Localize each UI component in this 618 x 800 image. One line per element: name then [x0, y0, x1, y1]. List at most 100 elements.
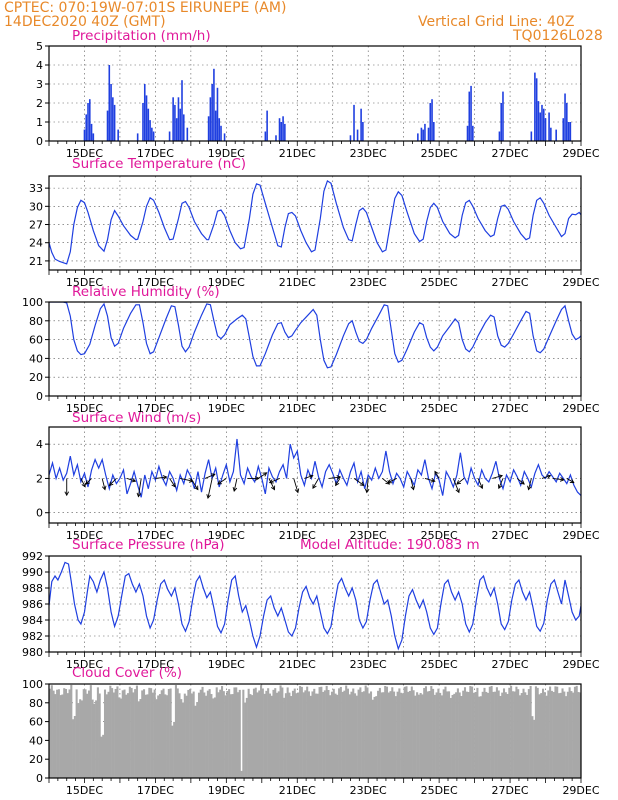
precip-bar	[564, 93, 566, 141]
wind-arrow-head	[308, 474, 314, 479]
cloud-bar	[465, 691, 468, 778]
cloud-bar	[407, 691, 410, 778]
cloud-ytick-label: 100	[22, 678, 43, 691]
cloud-bar	[254, 687, 257, 778]
precip-bar	[83, 129, 86, 141]
cloud-bar	[238, 689, 241, 778]
cloud-bar	[460, 696, 463, 778]
cloud-title: Cloud Cover (%)	[72, 665, 182, 681]
temp-date-label: 23DEC	[350, 276, 387, 289]
wind-arrow-shaft	[382, 478, 390, 485]
wind-arrow-shaft	[477, 478, 483, 489]
cloud-bar	[552, 691, 555, 778]
pres-date-label: 15DEC	[66, 658, 103, 671]
cloud-bar	[426, 691, 429, 778]
rh-ytick-label: 0	[36, 390, 43, 403]
precip-bar	[569, 122, 572, 141]
cloud-bar	[490, 685, 493, 778]
cloud-bar	[348, 694, 351, 778]
cloud-bar	[345, 685, 348, 778]
cloud-bar	[265, 690, 268, 778]
cloud-bar	[212, 698, 215, 778]
cloud-bar	[91, 699, 94, 778]
cloud-bar	[52, 690, 55, 778]
temp-series	[49, 179, 581, 265]
precip-bar	[152, 131, 155, 141]
rh-ytick-label: 80	[29, 315, 43, 328]
wind-arrow-head	[546, 474, 552, 479]
precip-bar	[468, 91, 471, 141]
wind-arrow-head	[456, 480, 461, 485]
cloud-bar	[563, 691, 566, 778]
cloud-bar	[533, 719, 536, 778]
cloud-bar	[368, 693, 371, 778]
wind-arrow-head	[81, 482, 86, 488]
temp-ytick-label: 33	[29, 182, 43, 195]
cloud-bar	[350, 691, 353, 778]
temp-date-label: 25DEC	[421, 276, 458, 289]
wind-date-label: 25DEC	[421, 529, 458, 542]
cloud-bar	[217, 692, 220, 778]
precip-bar	[90, 123, 93, 141]
cloud-bar	[150, 688, 153, 778]
wind-arrow-shaft	[268, 478, 275, 490]
precip-date-label: 21DEC	[279, 147, 316, 160]
wind-arrow-shaft	[528, 478, 532, 490]
wind-arrow-shaft	[190, 478, 199, 490]
wind-arrow-shaft	[353, 478, 365, 486]
cloud-bar	[492, 691, 495, 778]
wind-arrow-shaft	[80, 478, 86, 488]
cloud-bar	[511, 691, 514, 778]
cloud-bar	[116, 686, 119, 778]
precip-bar	[85, 114, 88, 141]
cloud-bar	[95, 700, 98, 778]
rh-ytick-label: 100	[22, 296, 43, 309]
precip-bar	[360, 108, 362, 141]
cloud-date-label: 19DEC	[208, 784, 245, 797]
cloud-bar	[293, 688, 296, 778]
cloud-bar	[529, 686, 532, 778]
precip-ytick-label: 2	[36, 97, 43, 110]
cloud-bar	[311, 691, 314, 778]
cloud-bar	[352, 688, 355, 778]
cloud-bar	[295, 693, 298, 778]
cloud-bar	[109, 685, 112, 778]
cloud-bar	[72, 719, 75, 778]
wind-arrow-shaft	[387, 478, 397, 484]
cloud-bar	[139, 699, 142, 778]
cloud-bar	[50, 685, 53, 778]
cloud-bar	[568, 687, 571, 778]
cloud-bar	[236, 692, 240, 778]
wind-ytick-label: 4	[36, 438, 43, 451]
header-model-id: TQ0126L028	[513, 28, 603, 44]
cloud-bar	[153, 689, 156, 778]
wind-arrow-shaft	[109, 478, 117, 486]
cloud-bar	[77, 703, 80, 778]
wind-arrow-shaft	[293, 478, 299, 493]
wind-arrow-head	[569, 478, 575, 484]
cloud-bar	[501, 692, 504, 778]
precip-bar	[534, 72, 536, 141]
wind-arrow-shaft	[304, 475, 313, 479]
cloud-bar	[362, 691, 365, 778]
wind-arrow-shaft	[434, 471, 440, 479]
cloud-ytick-label: 80	[29, 697, 43, 710]
cloud-bar	[231, 694, 234, 778]
cloud-bar	[275, 692, 279, 778]
cloud-date-label: 29DEC	[562, 784, 599, 797]
cloud-bar	[219, 689, 222, 778]
temp-date-label: 21DEC	[279, 276, 316, 289]
cloud-bar	[433, 694, 436, 778]
cloud-date-label: 23DEC	[350, 784, 387, 797]
cloud-bar	[327, 689, 330, 778]
wind-date-label: 23DEC	[350, 529, 387, 542]
cloud-bar	[405, 686, 408, 778]
cloud-bar	[371, 699, 374, 778]
cloud-bar	[64, 688, 68, 778]
cloud-bar	[221, 686, 224, 778]
cloud-bar	[307, 691, 310, 778]
pres-panel: 980 982 984 986 988 990 992 15DEC 17DEC 19DEC 21DE…	[22, 537, 600, 671]
cloud-bar	[526, 694, 529, 778]
cloud-panel: 0 20 40 60 80 100 15DEC 17DEC 19DEC 21DEC 23DEC 25D…	[22, 665, 600, 797]
cloud-bar	[88, 690, 91, 778]
